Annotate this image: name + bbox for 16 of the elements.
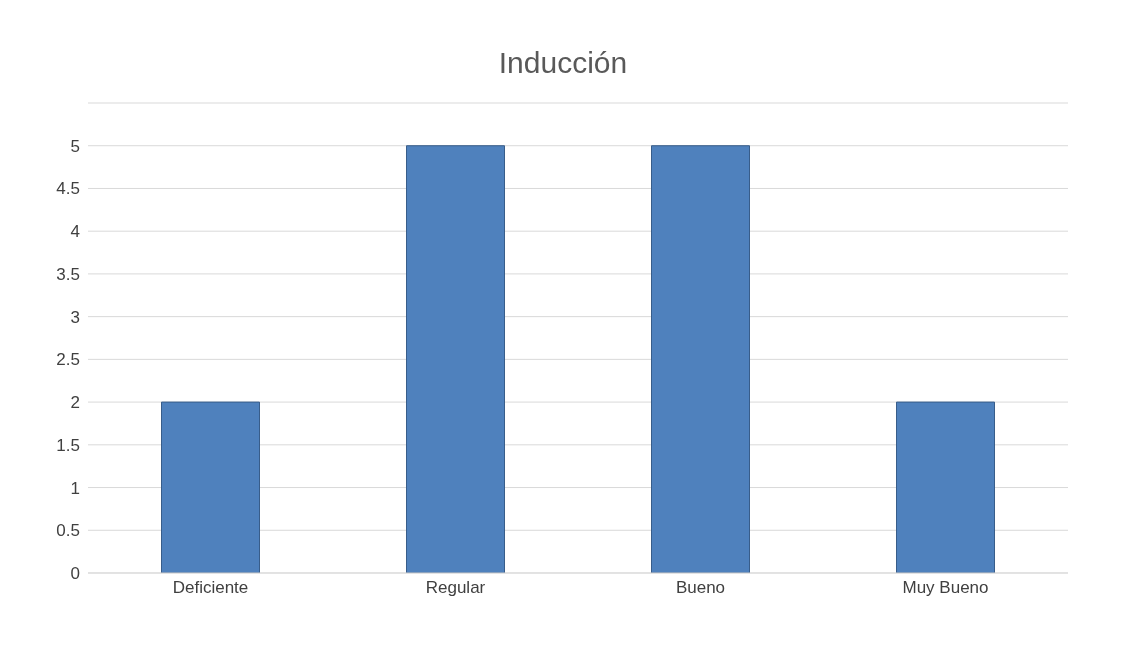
y-tick-label: 0.5 <box>56 521 80 541</box>
y-tick-label: 4.5 <box>56 179 80 199</box>
y-tick-label: 3.5 <box>56 264 80 284</box>
y-tick-label: 4 <box>70 222 80 242</box>
x-tick-label: Regular <box>425 578 486 598</box>
y-tick-label: 5 <box>70 136 80 156</box>
y-tick-label: 2.5 <box>56 350 80 370</box>
y-tick-label: 1.5 <box>56 435 80 455</box>
x-tick-label: Deficiente <box>172 578 249 598</box>
y-tick-label: 3 <box>70 307 80 327</box>
y-tick-label: 2 <box>70 393 80 413</box>
x-tick-label: Muy Bueno <box>902 578 989 598</box>
chart-title: Inducción <box>497 46 629 80</box>
x-tick-label: Bueno <box>675 578 726 598</box>
y-tick-label: 1 <box>70 478 80 498</box>
y-tick-label: 0 <box>70 564 80 584</box>
